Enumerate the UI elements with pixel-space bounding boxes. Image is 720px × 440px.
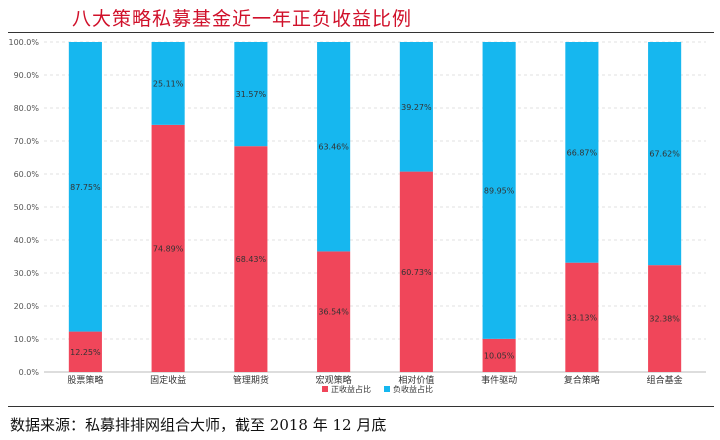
data-label: 60.73% (401, 268, 432, 277)
data-label: 39.27% (401, 103, 432, 112)
x-category-label: 股票策略 (67, 374, 103, 386)
bar-segment (399, 42, 433, 172)
top-divider (8, 32, 714, 33)
y-tick-label: 90.0% (14, 71, 40, 80)
data-label: 68.43% (236, 255, 267, 264)
bar-segment (68, 331, 102, 372)
bar-segment (151, 124, 185, 372)
bar-segment (399, 171, 433, 372)
y-tick-label: 40.0% (14, 236, 40, 245)
data-label: 33.13% (567, 313, 598, 322)
data-label: 10.05% (484, 351, 515, 360)
bar-segment (565, 42, 599, 263)
x-category-label: 复合策略 (564, 374, 600, 386)
chart-title: 八大策略私募基金近一年正负收益比例 (72, 8, 413, 30)
x-category-label: 固定收益 (150, 374, 186, 386)
bar-segment (234, 146, 268, 372)
legend-label: 正收益占比 (331, 384, 371, 394)
y-tick-label: 50.0% (14, 203, 40, 212)
data-label: 87.75% (70, 183, 101, 192)
bar-segment (482, 42, 516, 339)
bar-segment (565, 262, 599, 372)
y-tick-label: 20.0% (14, 302, 40, 311)
x-category-label: 宏观策略 (316, 374, 352, 386)
source-note: 数据来源：私募排排网组合大师，截至 2018 年 12 月底 (10, 416, 387, 434)
data-label: 67.62% (649, 150, 680, 159)
data-label: 63.46% (318, 143, 349, 152)
bar-segment (648, 265, 682, 372)
y-tick-label: 0.0% (19, 368, 40, 377)
x-category-label: 组合基金 (647, 374, 683, 386)
data-label: 31.57% (236, 90, 267, 99)
data-label: 74.89% (153, 244, 184, 253)
y-tick-label: 30.0% (14, 269, 40, 278)
y-tick-label: 70.0% (14, 137, 40, 146)
bar-segment (234, 42, 268, 147)
bar-segment (317, 42, 351, 252)
y-tick-label: 80.0% (14, 104, 40, 113)
data-label: 66.87% (567, 148, 598, 157)
legend-label: 负收益占比 (393, 384, 433, 394)
data-label: 89.95% (484, 186, 515, 195)
legend-swatch (384, 386, 390, 392)
y-tick-label: 100.0% (8, 38, 39, 47)
data-label: 36.54% (318, 308, 349, 317)
bar-segment (317, 251, 351, 372)
x-category-label: 事件驱动 (481, 374, 517, 386)
bottom-divider (8, 406, 714, 407)
data-label: 32.38% (649, 315, 680, 324)
x-category-label: 相对价值 (398, 374, 434, 386)
legend-swatch (322, 386, 328, 392)
bar-segment (482, 338, 516, 372)
y-tick-label: 10.0% (14, 335, 40, 344)
bar-segment (151, 42, 185, 125)
data-label: 12.25% (70, 348, 101, 357)
bar-segment (648, 42, 682, 266)
data-label: 25.11% (153, 79, 184, 88)
bar-segment (68, 42, 102, 332)
x-category-label: 管理期货 (233, 374, 269, 386)
y-tick-label: 60.0% (14, 170, 40, 179)
